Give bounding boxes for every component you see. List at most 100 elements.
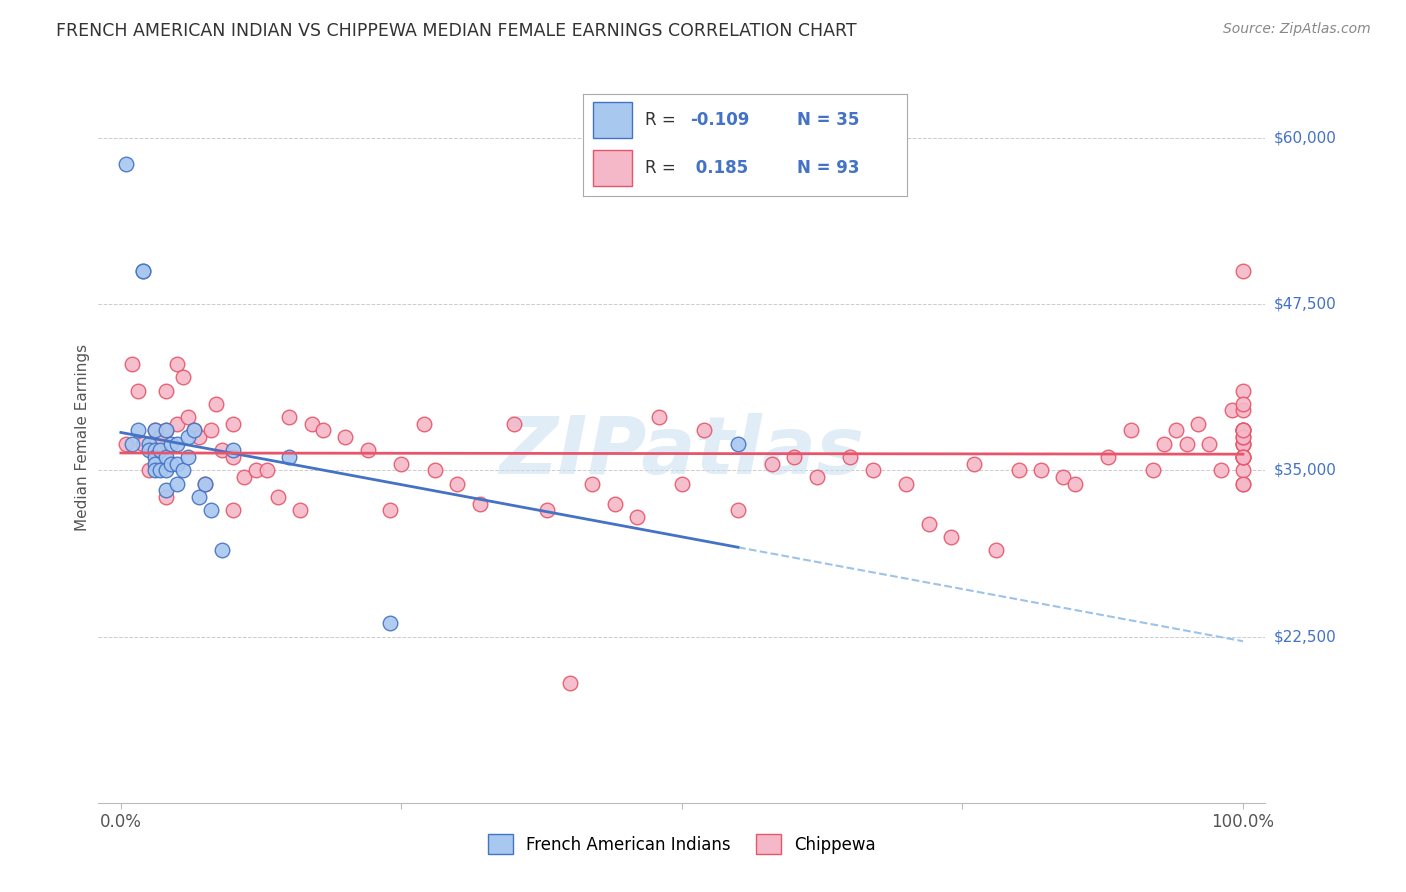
Point: [1232, 264, 1254, 278]
Point: [200, 424, 222, 438]
Point: [166, 476, 188, 491]
Point: [412, 417, 434, 431]
Point: [132, 264, 155, 278]
Point: [188, 430, 211, 444]
Point: [1232, 384, 1254, 398]
Point: [166, 357, 188, 371]
Point: [1198, 436, 1220, 450]
Point: [155, 424, 177, 438]
Point: [1232, 476, 1254, 491]
Point: [1007, 463, 1029, 477]
Point: [143, 463, 166, 477]
Point: [149, 430, 172, 444]
Point: [1232, 436, 1254, 450]
Point: [1232, 424, 1254, 438]
Point: [423, 463, 446, 477]
Point: [200, 503, 222, 517]
Point: [301, 417, 323, 431]
Text: R =: R =: [645, 159, 681, 177]
Text: 0.185: 0.185: [690, 159, 748, 177]
Point: [896, 476, 918, 491]
Point: [132, 264, 155, 278]
Point: [918, 516, 941, 531]
Point: [138, 463, 160, 477]
Y-axis label: Median Female Earnings: Median Female Earnings: [75, 343, 90, 531]
Point: [581, 476, 603, 491]
Point: [155, 463, 177, 477]
Point: [941, 530, 963, 544]
Point: [468, 497, 491, 511]
Point: [160, 457, 183, 471]
Point: [222, 443, 245, 458]
Point: [1187, 417, 1209, 431]
Point: [127, 424, 149, 438]
Point: [188, 490, 211, 504]
Text: N = 35: N = 35: [797, 111, 859, 128]
Point: [155, 490, 177, 504]
Point: [1175, 436, 1198, 450]
Point: [1220, 403, 1243, 417]
Point: [378, 503, 402, 517]
Point: [984, 543, 1007, 558]
Point: [1232, 436, 1254, 450]
Point: [1232, 397, 1254, 411]
Point: [1232, 450, 1254, 464]
Point: [727, 503, 749, 517]
Bar: [593, 102, 633, 137]
Point: [1052, 470, 1074, 484]
Point: [312, 424, 335, 438]
Text: $60,000: $60,000: [1274, 130, 1337, 145]
Point: [839, 450, 862, 464]
Point: [115, 157, 138, 171]
Point: [194, 476, 217, 491]
Point: [155, 384, 177, 398]
Point: [1232, 403, 1254, 417]
Point: [1232, 436, 1254, 450]
Point: [177, 410, 200, 425]
Point: [1232, 430, 1254, 444]
Point: [626, 509, 648, 524]
Point: [143, 457, 166, 471]
Point: [211, 443, 233, 458]
Point: [160, 436, 183, 450]
Point: [143, 424, 166, 438]
Point: [211, 543, 233, 558]
Point: [143, 450, 166, 464]
Point: [1209, 463, 1232, 477]
Point: [727, 436, 749, 450]
Text: $22,500: $22,500: [1274, 629, 1337, 644]
Point: [1232, 424, 1254, 438]
Point: [115, 436, 138, 450]
Text: -0.109: -0.109: [690, 111, 749, 128]
Point: [1232, 450, 1254, 464]
Point: [172, 463, 194, 477]
Point: [1142, 463, 1164, 477]
Point: [177, 430, 200, 444]
Point: [205, 397, 228, 411]
Point: [1232, 424, 1254, 438]
Point: [278, 410, 301, 425]
Point: [267, 490, 290, 504]
Point: [357, 443, 380, 458]
Point: [1153, 436, 1175, 450]
Point: [1232, 424, 1254, 438]
Point: [138, 443, 160, 458]
Point: [1063, 476, 1085, 491]
Point: [502, 417, 524, 431]
Bar: [593, 150, 633, 186]
Point: [127, 384, 149, 398]
Point: [603, 497, 626, 511]
Point: [1232, 476, 1254, 491]
Point: [222, 503, 245, 517]
Point: [558, 676, 581, 690]
Point: [149, 463, 172, 477]
Point: [862, 463, 884, 477]
Point: [389, 457, 412, 471]
Point: [132, 436, 155, 450]
Point: [806, 470, 828, 484]
Text: Source: ZipAtlas.com: Source: ZipAtlas.com: [1223, 22, 1371, 37]
Point: [290, 503, 312, 517]
Point: [166, 436, 188, 450]
Point: [1232, 450, 1254, 464]
Text: FRENCH AMERICAN INDIAN VS CHIPPEWA MEDIAN FEMALE EARNINGS CORRELATION CHART: FRENCH AMERICAN INDIAN VS CHIPPEWA MEDIA…: [56, 22, 856, 40]
